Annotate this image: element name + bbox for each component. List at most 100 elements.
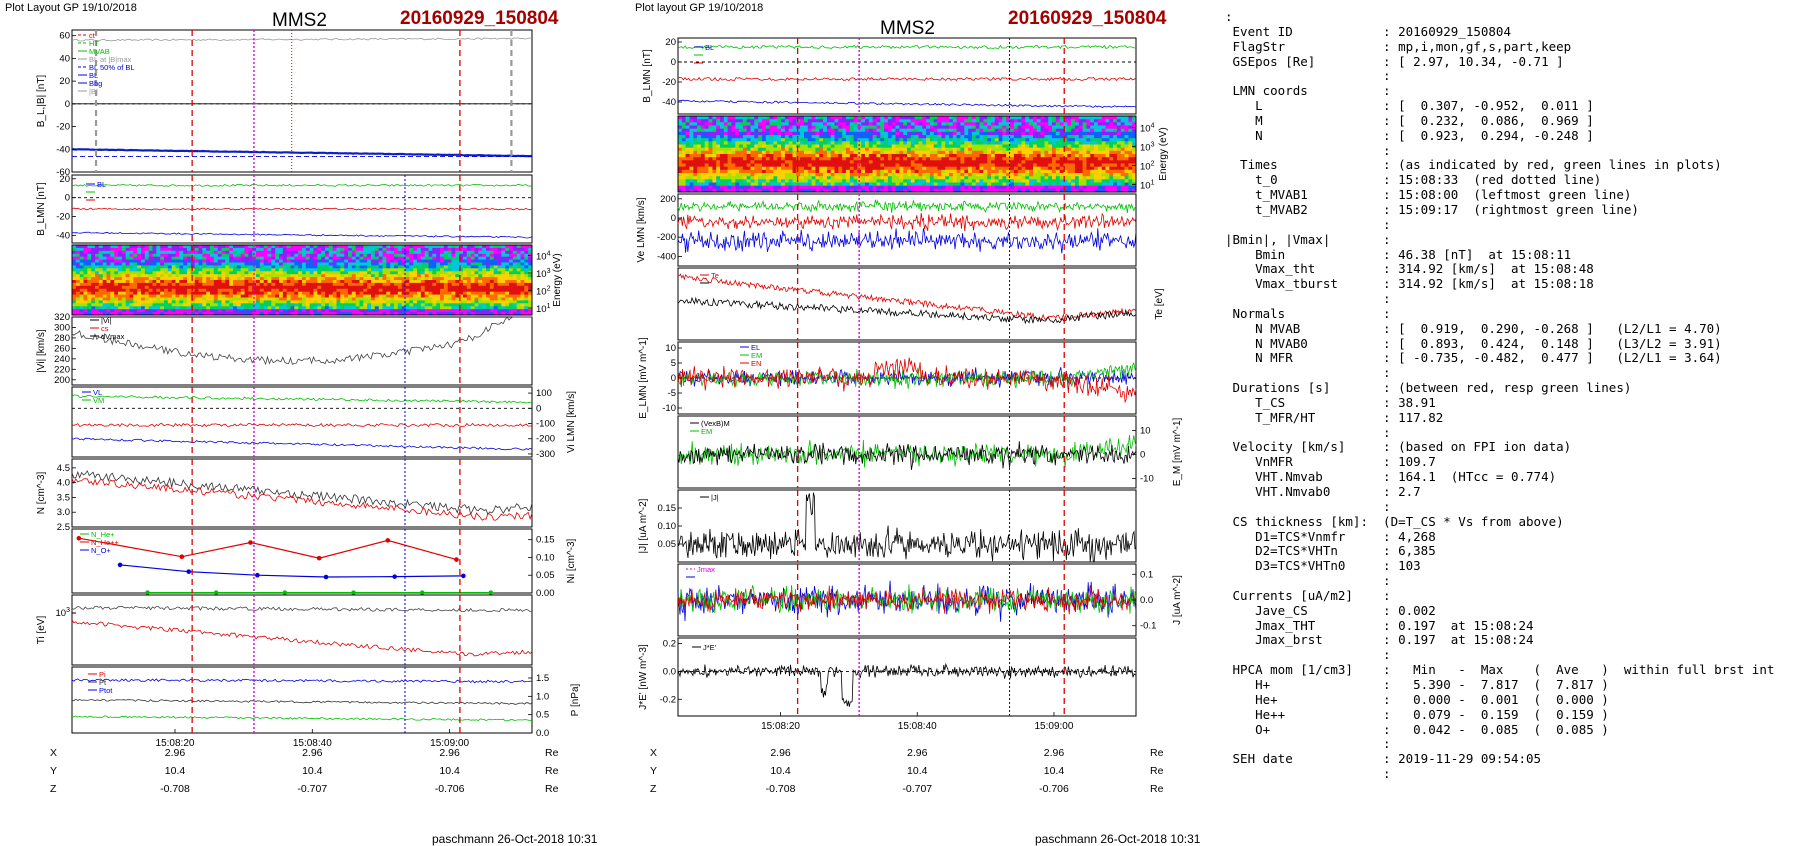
spectrogram-cell <box>682 119 686 123</box>
spectrogram-cell <box>271 306 275 309</box>
spectrogram-cell <box>340 298 344 301</box>
spectrogram-cell <box>873 138 877 142</box>
spectrogram-cell <box>888 145 892 149</box>
spectrogram-cell <box>202 295 206 298</box>
spectrogram-cell <box>275 300 279 303</box>
spectrogram-cell <box>478 260 482 263</box>
spectrogram-cell <box>907 119 911 123</box>
spectrogram-cell <box>176 274 180 277</box>
spectrogram-cell <box>1117 148 1121 152</box>
spectrogram-cell <box>367 298 371 301</box>
spectrogram-cell <box>390 298 394 301</box>
spectrogram-cell <box>835 141 839 145</box>
spectrogram-cell <box>444 286 448 289</box>
spectrogram-cell <box>455 289 459 292</box>
spectrogram-cell <box>417 271 421 274</box>
spectrogram-cell <box>690 122 694 126</box>
spectrogram-cell <box>475 277 479 280</box>
spectrogram-cell <box>302 303 306 306</box>
spectrogram-cell <box>417 286 421 289</box>
spectrogram-cell <box>191 268 195 271</box>
spectrogram-cell <box>517 277 521 280</box>
spectrogram-cell <box>781 151 785 155</box>
spectrogram-cell <box>980 119 984 123</box>
spectrogram-cell <box>747 129 751 133</box>
spectrogram-cell <box>785 122 789 126</box>
spectrogram-cell <box>509 280 513 283</box>
spectrogram-cell <box>724 122 728 126</box>
spectrogram-cell <box>972 126 976 130</box>
spectrogram-cell <box>237 283 241 286</box>
spectrogram-cell <box>869 141 873 145</box>
spectrogram-cell <box>815 154 819 158</box>
spectrogram-cell <box>838 148 842 152</box>
spectrogram-cell <box>145 280 149 283</box>
spectrogram-cell <box>980 151 984 155</box>
spectrogram-cell <box>344 289 348 292</box>
spectrogram-cell <box>356 286 360 289</box>
spectrogram-cell <box>716 160 720 164</box>
spectrogram-cell <box>835 119 839 123</box>
spectrogram-cell <box>287 300 291 303</box>
spectrogram-cell <box>1071 119 1075 123</box>
spectrogram-cell <box>390 280 394 283</box>
spectrogram-cell <box>118 300 122 303</box>
spectrogram-cell <box>789 151 793 155</box>
spectrogram-cell <box>486 283 490 286</box>
spectrogram-cell <box>1018 151 1022 155</box>
spectrogram-cell <box>1075 132 1079 136</box>
spectrogram-cell <box>87 286 91 289</box>
spectrogram-cell <box>705 129 709 133</box>
spectrogram-cell <box>352 292 356 295</box>
spectrogram-cell <box>95 300 99 303</box>
spectrogram-cell <box>245 277 249 280</box>
spectrogram-cell <box>260 271 264 274</box>
spectrogram-cell <box>922 154 926 158</box>
spectrogram-cell <box>406 280 410 283</box>
spectrogram-cell <box>271 292 275 295</box>
spectrogram-cell <box>436 298 440 301</box>
spectrogram-cell <box>1041 151 1045 155</box>
position-unit: Re <box>545 783 559 795</box>
spectrogram-cell <box>440 303 444 306</box>
spectrogram-cell <box>417 292 421 295</box>
spectrogram-cell <box>1090 122 1094 126</box>
spectrogram-cell <box>1083 160 1087 164</box>
spectrogram-cell <box>800 157 804 161</box>
spectrogram-cell <box>517 268 521 271</box>
spectrogram-cell <box>1022 122 1026 126</box>
spectrogram-cell <box>697 157 701 161</box>
spectrogram-cell <box>268 277 272 280</box>
spectrogram-cell <box>91 248 95 251</box>
spectrogram-cell <box>773 122 777 126</box>
spectrogram-cell <box>972 148 976 152</box>
tick-exponent: 4 <box>547 251 551 258</box>
spectrogram-cell <box>521 271 525 274</box>
spectrogram-cell <box>107 298 111 301</box>
spectrogram-cell <box>291 309 295 312</box>
spectrogram-cell <box>294 268 298 271</box>
spectrogram-cell <box>141 280 145 283</box>
spectrogram-cell <box>682 132 686 136</box>
spectrogram-cell <box>283 295 287 298</box>
spectrogram-cell <box>122 292 126 295</box>
panel-r-blmn-ylabel: B_LMN [nT] <box>642 49 653 103</box>
spectrogram-cell <box>930 157 934 161</box>
spectrogram-cell <box>869 151 873 155</box>
spectrogram-cell <box>712 151 716 155</box>
spectrogram-cell <box>271 286 275 289</box>
spectrogram-cell <box>168 283 172 286</box>
spectrogram-cell <box>448 265 452 268</box>
spectrogram-cell <box>141 295 145 298</box>
spectrogram-cell <box>709 132 713 136</box>
spectrogram-cell <box>1041 160 1045 164</box>
spectrogram-cell <box>682 157 686 161</box>
spectrogram-cell <box>709 151 713 155</box>
spectrogram-cell <box>983 148 987 152</box>
spectrogram-cell <box>1106 145 1110 149</box>
spectrogram-cell <box>1106 154 1110 158</box>
spectrogram-cell <box>490 286 494 289</box>
spectrogram-cell <box>697 129 701 133</box>
spectrogram-cell <box>1060 141 1064 145</box>
spectrogram-cell <box>302 292 306 295</box>
